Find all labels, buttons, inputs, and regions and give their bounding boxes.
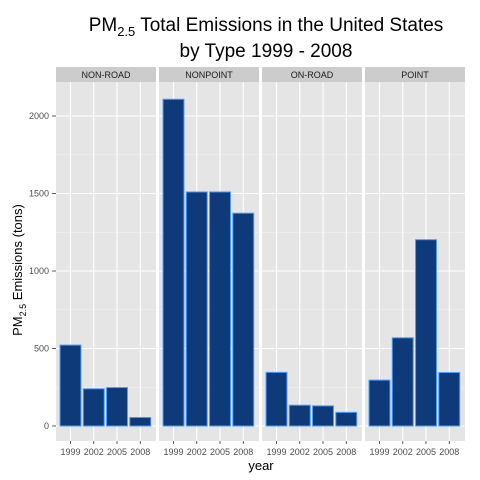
y-title-pm: PM [10,316,25,336]
facet-strip [56,67,156,82]
bar-on-road-2008 [335,411,358,427]
x-tick-label: 2005 [107,447,127,457]
bar-point-1999 [368,379,391,427]
facet-strip [365,67,465,82]
facet-panel-nonpoint: NONPOINT [159,67,259,441]
y-tick-label: 1500 [29,189,49,199]
x-tick-label: 1999 [266,447,286,457]
bar-on-road-2005 [312,405,334,427]
x-tick-label: 2005 [210,447,230,457]
title-rest: Total Emissions in the United States [135,15,443,36]
x-tick-label: 1999 [60,447,80,457]
facet-panel-on-road: ON-ROAD [262,67,362,441]
bar-nonpoint-2005 [209,191,231,427]
x-tick-label: 2002 [290,447,310,457]
y-tick-label: 0 [44,421,49,431]
bar-non-road-1999 [59,344,82,427]
x-tick-label: 2002 [187,447,207,457]
x-tick-label: 2002 [393,447,413,457]
x-tick-label: 1999 [369,447,389,457]
facet-strip-label: ON-ROAD [291,70,334,80]
x-tick-label: 2002 [84,447,104,457]
y-tick-label: 1000 [29,266,49,276]
y-title-subscript: 2.5 [18,304,28,317]
y-title-rest: Emissions (tons) [10,204,25,304]
bar-point-2002 [391,337,414,427]
y-axis-title: PM2.5 Emissions (tons) [10,204,28,336]
chart-title-line-2: by Type 1999 - 2008 [180,41,353,62]
bar-nonpoint-2008 [232,212,255,427]
x-tick-label: 1999 [163,447,183,457]
x-tick-label: 2008 [439,447,459,457]
y-tick-label: 500 [34,344,49,354]
bar-nonpoint-1999 [162,98,185,427]
x-axis: 1999 2002 2005 2008 1999 2002 2005 2008 1999 2002… [60,441,459,457]
x-tick-label: 2008 [336,447,356,457]
y-tick-label: 2000 [29,111,49,121]
bar-non-road-2005 [106,387,128,427]
facet-strip [262,67,362,82]
x-axis-title: year [248,458,274,473]
y-axis: 0 500 1000 1500 2000 [29,111,56,431]
bar-nonpoint-2002 [185,191,208,427]
bar-non-road-2002 [82,388,105,427]
bar-point-2005 [415,239,437,427]
x-tick-label: 2008 [130,447,150,457]
bar-non-road-2008 [129,416,152,427]
title-subscript: 2.5 [117,24,135,39]
facet-panels: NON-ROAD NONPOINT ON-ROAD POINT [56,67,465,441]
facet-strip [159,67,259,82]
facet-strip-label: NONPOINT [185,70,233,80]
bar-on-road-2002 [288,404,311,427]
bar-on-road-1999 [265,371,288,427]
x-tick-label: 2005 [416,447,436,457]
chart-title-line-1: PM2.5 Total Emissions in the United Stat… [89,15,444,39]
x-tick-label: 2008 [233,447,253,457]
bar-point-2008 [438,372,461,427]
facet-strip-label: NON-ROAD [82,70,131,80]
facet-panel-point: POINT [365,67,465,441]
title-pm: PM [89,15,118,36]
x-tick-label: 2005 [313,447,333,457]
facet-panel-non-road: NON-ROAD [56,67,156,441]
facet-strip-label: POINT [401,70,429,80]
